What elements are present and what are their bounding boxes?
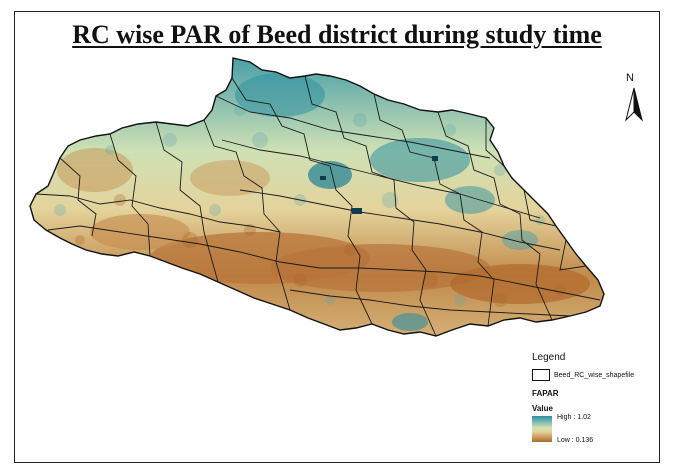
legend-low-label: Low : 0.136 — [557, 437, 594, 444]
legend-high-label: High : 1.02 — [557, 414, 591, 421]
rc-boundaries — [35, 75, 601, 336]
legend-ramp-entry: High : 1.02 Low : 0.136 — [532, 414, 652, 444]
legend-value-label: Value — [532, 404, 553, 413]
legend-title: Legend — [532, 352, 566, 363]
legend-swatch-boundary — [532, 369, 550, 381]
north-arrow-icon — [625, 87, 643, 122]
map-title: RC wise PAR of Beed district during stud… — [72, 20, 602, 49]
legend-shapefile-label: Beed_RC_wise_shapefile — [554, 371, 635, 379]
legend-shapefile-entry: Beed_RC_wise_shapefile — [532, 369, 652, 381]
north-label: N — [626, 72, 634, 84]
legend: Legend Beed_RC_wise_shapefile FAPAR Valu… — [532, 352, 652, 444]
legend-layer-label: FAPAR — [532, 389, 559, 398]
legend-color-ramp — [532, 416, 552, 442]
